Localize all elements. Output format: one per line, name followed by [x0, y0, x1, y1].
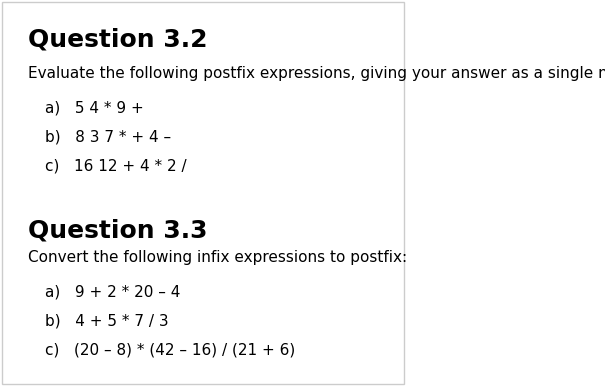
Text: Question 3.3: Question 3.3 [28, 218, 208, 242]
Text: b)   4 + 5 * 7 / 3: b) 4 + 5 * 7 / 3 [45, 313, 168, 328]
Text: a)   9 + 2 * 20 – 4: a) 9 + 2 * 20 – 4 [45, 284, 180, 300]
Text: a)   5 4 * 9 +: a) 5 4 * 9 + [45, 100, 143, 115]
Text: Question 3.2: Question 3.2 [28, 27, 208, 51]
Text: b)   8 3 7 * + 4 –: b) 8 3 7 * + 4 – [45, 129, 171, 144]
Text: c)   16 12 + 4 * 2 /: c) 16 12 + 4 * 2 / [45, 158, 186, 173]
Text: Evaluate the following postfix expressions, giving your answer as a single numbe: Evaluate the following postfix expressio… [28, 66, 605, 81]
Text: Convert the following infix expressions to postfix:: Convert the following infix expressions … [28, 250, 408, 265]
Text: c)   (20 – 8) * (42 – 16) / (21 + 6): c) (20 – 8) * (42 – 16) / (21 + 6) [45, 342, 295, 357]
